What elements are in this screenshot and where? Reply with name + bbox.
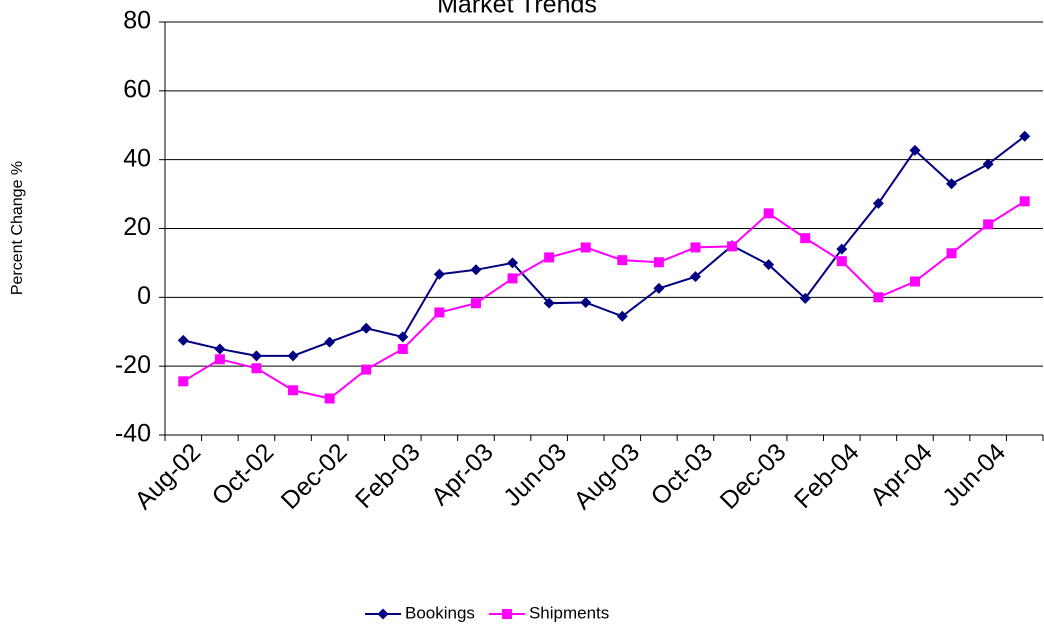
data-point <box>836 243 848 255</box>
data-point <box>653 282 665 294</box>
legend-label: Shipments <box>529 603 609 622</box>
data-point <box>324 393 335 404</box>
data-point <box>982 158 994 170</box>
data-point <box>433 268 445 280</box>
data-point <box>836 256 847 267</box>
data-point <box>983 219 994 230</box>
y-tick-label: -40 <box>115 420 151 448</box>
x-tick-label: Dec-02 <box>276 438 353 515</box>
y-tick-label: 40 <box>123 144 151 172</box>
data-point <box>800 233 811 244</box>
x-tick-label: Jun-04 <box>937 438 1011 512</box>
x-tick-label: Feb-03 <box>350 438 426 514</box>
x-tick-label: Oct-02 <box>207 438 280 511</box>
y-tick-label: 80 <box>123 7 151 35</box>
data-point <box>397 331 409 343</box>
data-point <box>544 252 555 263</box>
data-point <box>909 276 920 287</box>
data-point <box>799 292 811 304</box>
data-point <box>360 322 372 334</box>
data-point <box>178 376 189 387</box>
data-point <box>653 257 664 268</box>
x-tick-label: Aug-03 <box>568 438 645 515</box>
y-tick-label: 20 <box>123 213 151 241</box>
x-tick-label: Oct-03 <box>646 438 719 511</box>
data-point <box>580 242 591 253</box>
data-point <box>434 307 445 318</box>
data-point <box>250 350 262 362</box>
data-point <box>361 364 372 375</box>
data-point <box>616 310 628 322</box>
data-point <box>470 298 481 309</box>
chart-title: Market Trends <box>437 0 597 19</box>
x-tick-label: Feb-04 <box>789 438 865 514</box>
data-point <box>1019 130 1031 142</box>
y-tick-label: -20 <box>115 351 151 379</box>
data-point <box>909 144 921 156</box>
data-point <box>214 343 226 355</box>
data-point <box>251 363 262 374</box>
data-point <box>324 336 336 348</box>
data-point <box>177 334 189 346</box>
y-tick-label: 60 <box>123 75 151 103</box>
x-tick-label: Dec-03 <box>715 438 792 515</box>
data-point <box>689 271 701 283</box>
data-point <box>287 350 299 362</box>
x-tick-label: Aug-02 <box>129 438 206 515</box>
data-point <box>507 273 518 284</box>
x-tick-label: Jun-03 <box>498 438 572 512</box>
x-tick-label: Apr-04 <box>865 438 938 511</box>
series-line <box>183 135 1026 357</box>
data-point <box>1019 196 1030 207</box>
data-point <box>727 241 738 252</box>
data-point <box>397 343 408 354</box>
data-point <box>288 385 299 396</box>
y-tick-label: 0 <box>137 282 151 310</box>
data-point <box>580 296 592 308</box>
data-point <box>946 178 958 190</box>
data-point <box>690 242 701 253</box>
data-point <box>763 259 775 271</box>
data-point <box>872 197 884 209</box>
series-line <box>182 200 1026 400</box>
legend-marker <box>501 609 512 619</box>
legend-marker <box>377 608 389 620</box>
data-point <box>617 255 628 266</box>
data-point <box>873 292 884 303</box>
data-point <box>470 264 482 276</box>
data-point <box>543 297 555 309</box>
data-point <box>507 257 519 269</box>
data-point <box>214 354 225 365</box>
legend-label: Bookings <box>405 603 475 622</box>
data-point <box>763 208 774 219</box>
y-axis-title: Percent Change % <box>9 161 26 295</box>
data-point <box>946 248 957 259</box>
x-tick-label: Apr-03 <box>426 438 499 511</box>
